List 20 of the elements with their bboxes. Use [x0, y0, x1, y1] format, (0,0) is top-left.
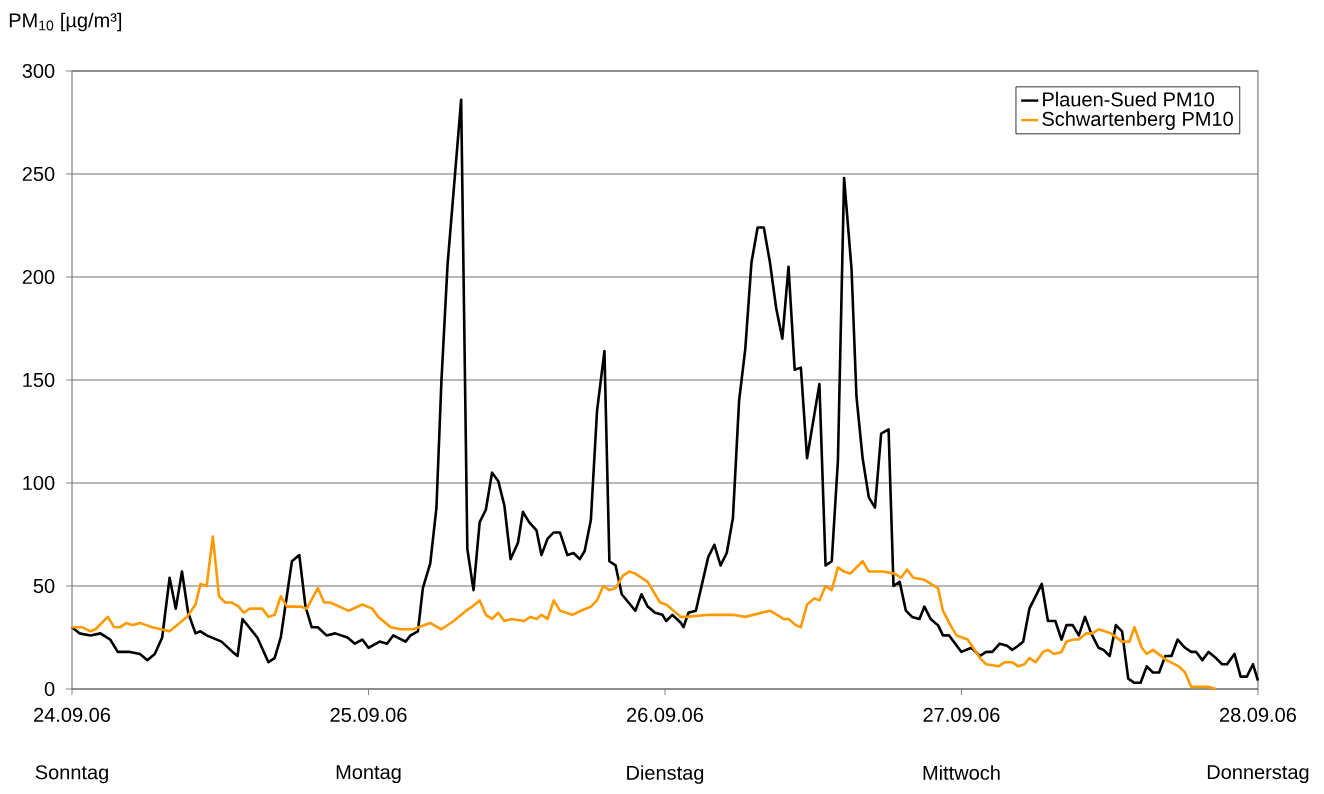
y-tick-label: 150: [23, 372, 55, 388]
x-tick-label: 24.09.06: [34, 707, 111, 722]
x-tick-label: 26.09.06: [627, 707, 704, 722]
legend-label: Schwartenberg PM10: [1042, 111, 1233, 130]
text: Dienstag: [627, 765, 704, 784]
x-tick-label: 27.09.06: [923, 707, 1000, 722]
text: Montag: [336, 765, 401, 784]
y-tick-label: 300: [22, 63, 55, 79]
y-axis-title: PM$_{10}$ [µg/m³]: [9, 12, 122, 32]
text: Sonntag: [35, 765, 108, 784]
y-tick-label: 250: [22, 166, 55, 182]
text: Mittwoch: [923, 765, 1000, 780]
x-tick-label: 25.09.06: [330, 707, 407, 722]
x-tick-label: 28.09.06: [1220, 707, 1296, 722]
y-tick-label: 200: [22, 269, 55, 285]
text: Donnerstag: [1207, 765, 1309, 784]
legend-label: Plauen-Sued PM10: [1043, 91, 1215, 107]
y-tick-label: 50: [33, 578, 55, 594]
y-tick-label: 0: [44, 681, 55, 697]
y-tick-label: 100: [23, 475, 55, 491]
